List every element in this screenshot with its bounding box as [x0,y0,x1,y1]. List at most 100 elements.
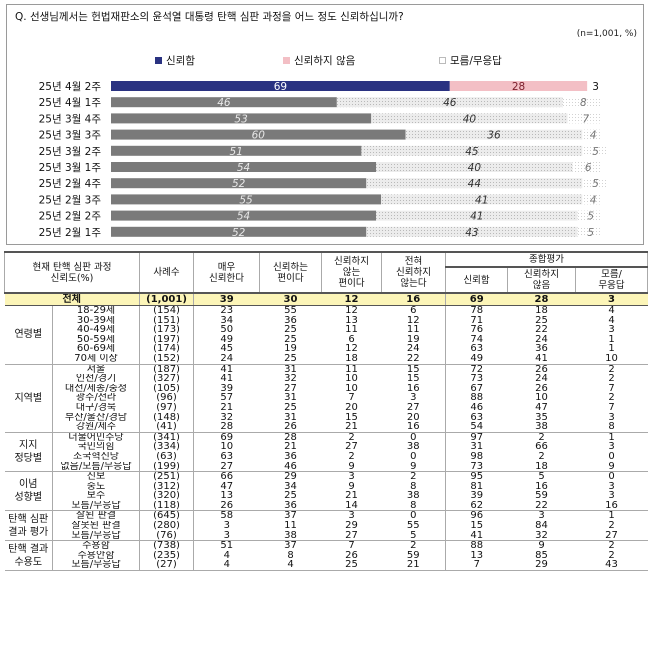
value-label-unknown: 5 [587,211,594,223]
row-value: 88 [470,540,484,551]
header-unknown: 모름/ 무응답 [575,266,649,294]
table-row: 수용안함 (235) 4 8 26 59 13 85 2 [5,550,648,561]
row-value: 3 [608,481,615,492]
row-value: 95 [470,471,484,482]
row-value: 27 [193,461,260,473]
row-value: 38 [381,442,447,452]
value-label-distrust: 28 [512,81,525,93]
row-cases: (118) [139,500,195,512]
row-value: 34 [284,481,297,492]
row-value: 25 [259,353,322,365]
bar-trust [111,226,367,237]
row-label: 조국혁신당 [52,451,141,462]
row-value: 57 [220,393,234,403]
row-value: 4 [608,315,615,326]
row-value: 4 [259,560,322,572]
row-value: 63 [470,344,484,354]
header-text: 매우 신뢰한다 [209,261,244,284]
row-value: 0 [381,451,447,462]
row-value: 32 [507,530,576,542]
value-label-unknown: 5 [592,146,599,158]
bar-unknown [577,226,602,237]
row-value: 2 [608,521,615,531]
row-value: 81 [470,481,484,492]
row-label: 60-69세 [52,344,141,354]
row-value: 18 [535,305,548,316]
legend-distrust: 신뢰하지 않음 [283,53,355,68]
row-value: 16 [535,481,548,492]
table-row: 광주/전라 (96) 57 31 7 3 88 10 2 [5,393,648,403]
row-cases: (152) [139,353,195,365]
bar-unknown [582,194,602,205]
row-value: 49 [220,334,234,345]
value-label-unknown: 5 [592,178,599,190]
row-cases: (251) [139,471,195,482]
group-label: 지역별 [4,364,53,433]
value-label-distrust: 46 [443,97,457,109]
row-value: 37 [284,540,297,551]
row-label: 잘된 판결 [52,510,141,522]
row-label: 보수 [52,491,141,501]
header-text: 전혀 신뢰하지 않는다 [396,256,431,289]
row-value: 3 [608,491,615,501]
row-value: 36 [535,344,548,354]
row-value: 2 [608,550,615,561]
row-value: 26 [535,383,548,394]
survey-question: Q. 선생님께서는 헌법재판소의 윤석열 대통령 탄핵 심판 과정을 어느 정도… [15,11,404,23]
row-value: 22 [381,353,447,365]
row-value: 28 [284,432,297,443]
row-label: 수용함 [52,540,141,551]
row-value: 27 [345,442,358,452]
category-label: 25년 4월 2주 [39,81,102,93]
row-value: 0 [381,432,447,443]
row-value: 32 [284,374,297,384]
row-label: 광주/전라 [52,393,141,403]
total-value: 3 [575,293,648,306]
category-label: 25년 3월 2주 [39,146,102,158]
row-label: 인천/경기 [52,374,141,384]
row-value: 3 [608,325,615,335]
row-value: 10 [345,383,358,394]
value-label-unknown: 3 [592,81,599,93]
row-value: 4 [223,550,230,561]
row-value: 18 [507,461,576,473]
row-value: 16 [381,383,447,394]
value-label-trust: 53 [234,113,247,125]
row-cases: (235) [139,550,195,561]
row-value: 98 [470,451,484,462]
legend-unknown: 모름/무응답 [439,53,502,68]
row-value: 55 [381,521,447,531]
trend-chart-panel: Q. 선생님께서는 헌법재판소의 윤석열 대통령 탄핵 심판 과정을 어느 정도… [6,4,644,245]
row-value: 26 [193,500,260,512]
bar-unknown [582,145,607,156]
row-cases: (97) [139,402,195,413]
row-value: 10 [220,442,234,452]
header-text: 신뢰하지 않음 [524,269,559,291]
bar-distrust [449,81,588,91]
row-value: 7 [445,560,508,572]
legend-unknown-label: 모름/무응답 [450,55,502,67]
table-row: 모름/무응답 (118) 26 36 14 8 62 22 16 [5,500,648,512]
bar-distrust [361,145,583,156]
breakdown-table: 현재 탄핵 심판 과정 신뢰도(%) 사례수 매우 신뢰한다 신뢰하는 편이다 … [3,251,649,572]
row-value: 7 [348,393,355,403]
row-value: 9 [381,461,447,473]
legend-distrust-swatch [283,57,290,64]
row-cases: (27) [139,560,195,572]
row-value: 31 [470,442,484,452]
row-label: 40-49세 [52,325,141,335]
row-value: 73 [470,374,484,384]
row-value: 12 [345,305,358,316]
table-row: 대전/세종/충청 (105) 39 27 10 16 67 26 7 [5,383,648,394]
row-value: 55 [284,305,297,316]
row-value: 34 [220,315,234,326]
row-cases: (341) [139,432,195,443]
value-label-distrust: 43 [465,227,478,239]
row-cases: (187) [139,364,195,375]
row-value: 11 [284,521,297,531]
row-label: 18-29세 [52,305,141,316]
header-category: 현재 탄핵 심판 과정 신뢰도(%) [3,251,141,294]
bar-trust [111,162,377,172]
row-value: 1 [608,432,615,443]
